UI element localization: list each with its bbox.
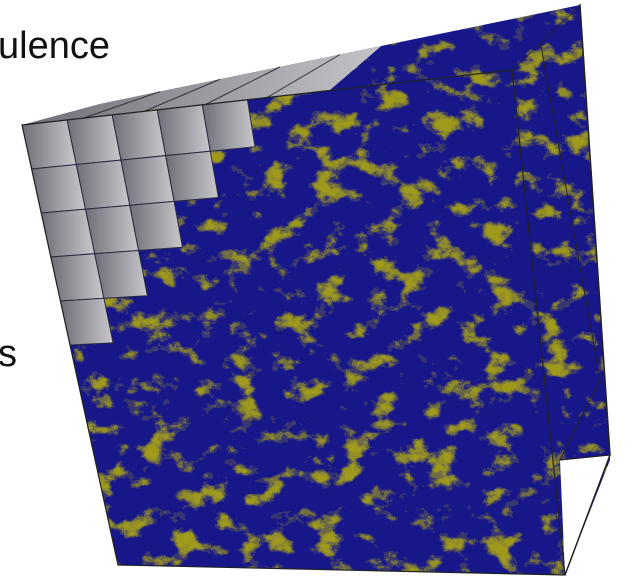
grid-tile [121, 156, 174, 206]
grid-tile [130, 201, 183, 250]
caption-fragment: s [0, 333, 17, 375]
grid-tile [67, 115, 121, 165]
turbulence-figure: ulence s [0, 0, 634, 579]
grid-tile [157, 105, 210, 156]
front-face [0, 60, 600, 579]
page: ulence s (() => { const data = JSON.pars… [0, 0, 634, 579]
grid-tile [166, 151, 219, 201]
grid-tile [202, 100, 255, 152]
grid-tile [95, 251, 148, 299]
grid-tile [86, 205, 139, 253]
caption-fragment: ulence [0, 25, 110, 67]
grid-tile [76, 160, 130, 209]
grid-tile [112, 110, 166, 160]
